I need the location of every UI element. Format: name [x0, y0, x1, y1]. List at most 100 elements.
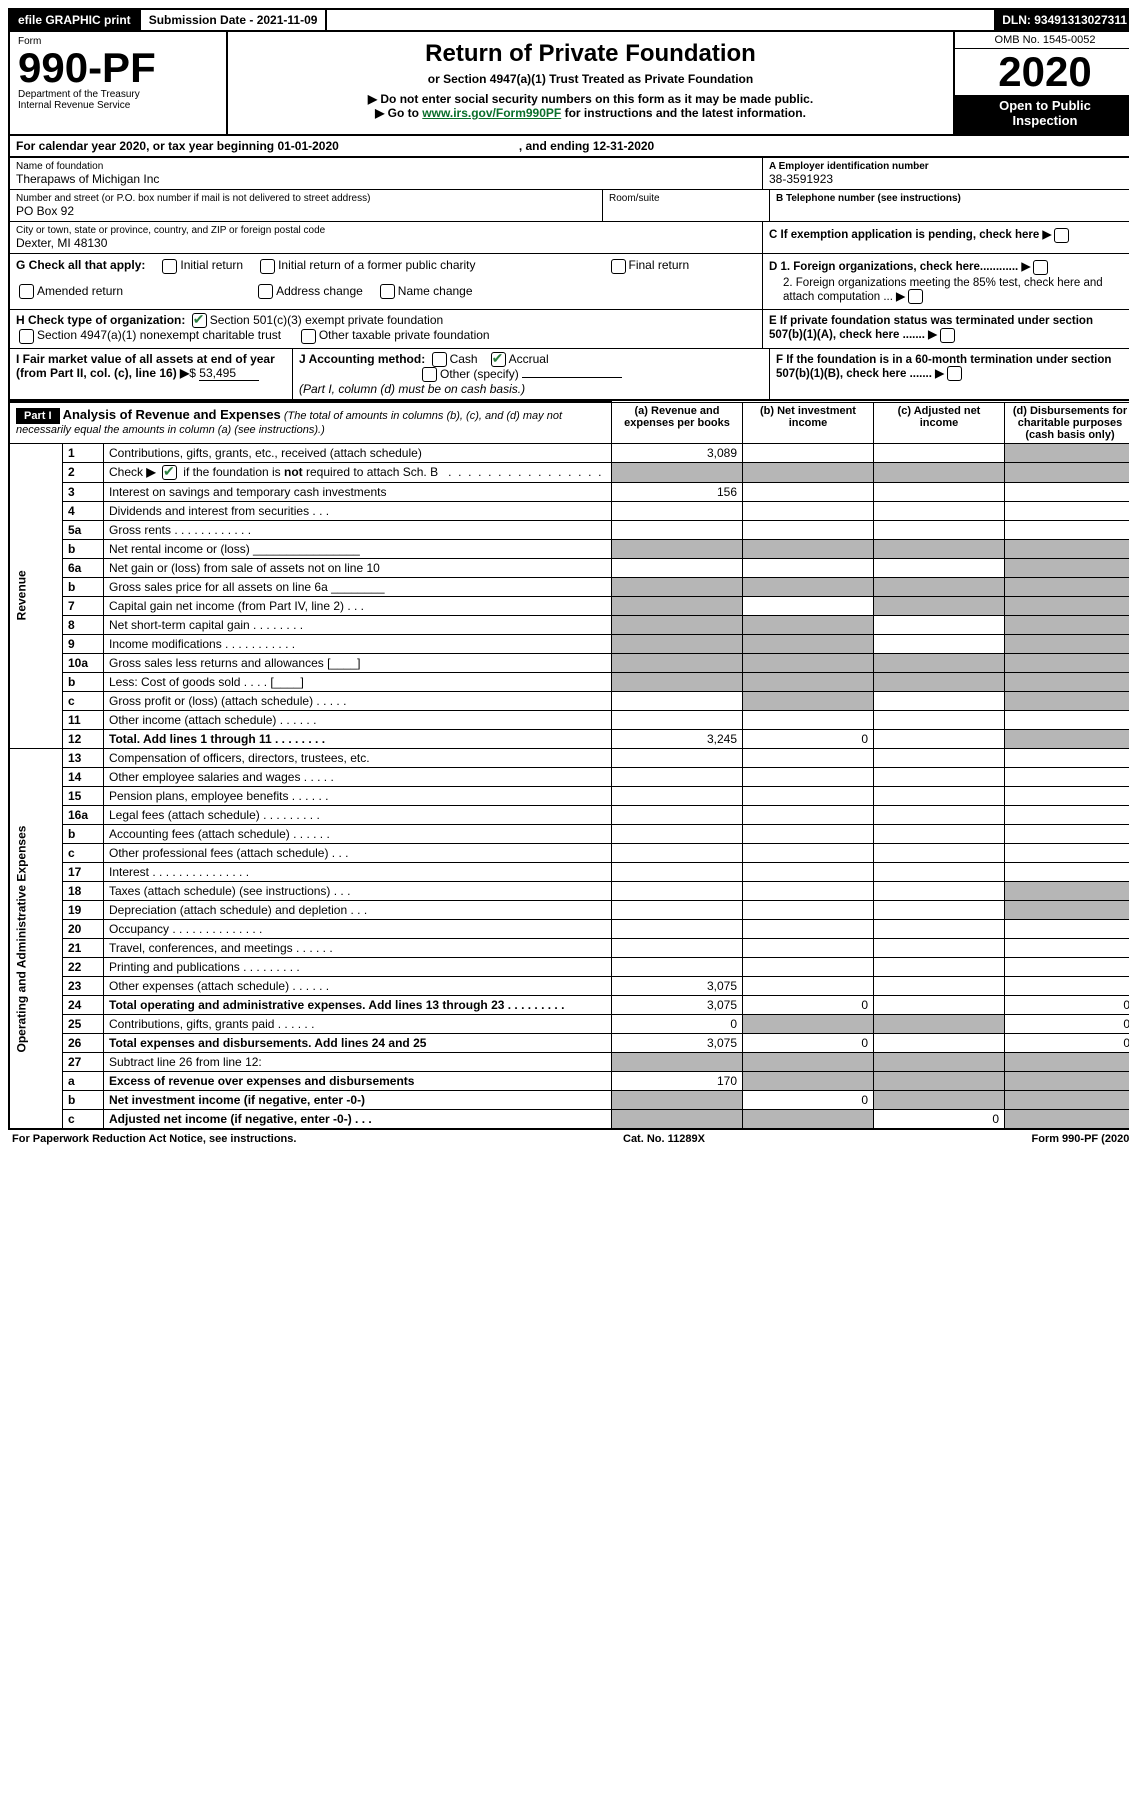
amount-cell [612, 502, 743, 521]
table-row: cOther professional fees (attach schedul… [9, 844, 1129, 863]
tax-year: 2020 [955, 49, 1129, 95]
foundation-name-cell: Name of foundation Therapaws of Michigan… [10, 158, 763, 189]
row-number: 25 [63, 1015, 104, 1034]
j-cash-checkbox[interactable] [432, 352, 447, 367]
amount-cell [1005, 1053, 1129, 1072]
amount-cell [1005, 730, 1129, 749]
j-accrual-checkbox[interactable] [491, 352, 506, 367]
part1-title: Analysis of Revenue and Expenses [63, 407, 281, 422]
g-final-return[interactable] [611, 259, 626, 274]
d1-checkbox[interactable] [1033, 260, 1048, 275]
table-row: bNet investment income (if negative, ent… [9, 1091, 1129, 1110]
dln: DLN: 93491313027311 [994, 10, 1129, 30]
note-ssn: ▶ Do not enter social security numbers o… [238, 92, 943, 106]
h-501c3-checkbox[interactable] [192, 313, 207, 328]
row-number: c [63, 844, 104, 863]
table-row: 7Capital gain net income (from Part IV, … [9, 597, 1129, 616]
table-row: bAccounting fees (attach schedule) . . .… [9, 825, 1129, 844]
row-description: Interest . . . . . . . . . . . . . . . [104, 863, 612, 882]
amount-cell [612, 1110, 743, 1130]
amount-cell [612, 863, 743, 882]
row-description: Occupancy . . . . . . . . . . . . . . [104, 920, 612, 939]
amount-cell: 0 [743, 996, 874, 1015]
table-row: cGross profit or (loss) (attach schedule… [9, 692, 1129, 711]
row-number: 13 [63, 749, 104, 768]
page-footer: For Paperwork Reduction Act Notice, see … [8, 1130, 1129, 1145]
amount-cell [1005, 692, 1129, 711]
amount-cell [1005, 540, 1129, 559]
amount-cell [612, 939, 743, 958]
amount-cell: 0 [1005, 1034, 1129, 1053]
schb-checkbox[interactable] [162, 465, 177, 480]
row-number: b [63, 1091, 104, 1110]
row-number: c [63, 1110, 104, 1130]
h-other-checkbox[interactable] [301, 329, 316, 344]
d2-checkbox[interactable] [908, 289, 923, 304]
e-checkbox[interactable] [940, 328, 955, 343]
amount-cell [874, 483, 1005, 502]
cat-no: Cat. No. 11289X [623, 1133, 705, 1145]
amount-cell [743, 958, 874, 977]
omb-number: OMB No. 1545-0052 [955, 32, 1129, 49]
c-checkbox[interactable] [1054, 228, 1069, 243]
efile-print[interactable]: efile GRAPHIC print [10, 10, 141, 30]
row-description: Net gain or (loss) from sale of assets n… [104, 559, 612, 578]
row-number: 6a [63, 559, 104, 578]
amount-cell [874, 730, 1005, 749]
amount-cell [612, 692, 743, 711]
amount-cell [874, 559, 1005, 578]
g-name-change[interactable] [380, 284, 395, 299]
amount-cell [612, 711, 743, 730]
amount-cell [612, 462, 743, 482]
amount-cell: 0 [1005, 1015, 1129, 1034]
amount-cell [1005, 654, 1129, 673]
row-description: Other expenses (attach schedule) . . . .… [104, 977, 612, 996]
amount-cell [874, 692, 1005, 711]
row-description: Gross sales less returns and allowances … [104, 654, 612, 673]
row-description: Net investment income (if negative, ente… [104, 1091, 612, 1110]
g-initial-return[interactable] [162, 259, 177, 274]
amount-cell [743, 749, 874, 768]
row-description: Contributions, gifts, grants, etc., rece… [104, 443, 612, 462]
table-row: 20Occupancy . . . . . . . . . . . . . . [9, 920, 1129, 939]
table-row: 9Income modifications . . . . . . . . . … [9, 635, 1129, 654]
row-number: 20 [63, 920, 104, 939]
amount-cell [612, 597, 743, 616]
amount-cell [1005, 825, 1129, 844]
amount-cell [1005, 1091, 1129, 1110]
row-description: Taxes (attach schedule) (see instruction… [104, 882, 612, 901]
table-row: Revenue1Contributions, gifts, grants, et… [9, 443, 1129, 462]
g-address-change[interactable] [258, 284, 273, 299]
amount-cell [612, 654, 743, 673]
table-row: 18Taxes (attach schedule) (see instructi… [9, 882, 1129, 901]
amount-cell [1005, 559, 1129, 578]
instructions-link[interactable]: www.irs.gov/Form990PF [422, 106, 561, 120]
i-section: I Fair market value of all assets at end… [10, 349, 293, 400]
amount-cell [1005, 1110, 1129, 1130]
amount-cell [612, 958, 743, 977]
amount-cell [874, 521, 1005, 540]
f-checkbox[interactable] [947, 366, 962, 381]
row-description: Net rental income or (loss) ____________… [104, 540, 612, 559]
amount-cell [1005, 597, 1129, 616]
g-section: G Check all that apply: Initial return I… [10, 254, 763, 309]
g-amended[interactable] [19, 284, 34, 299]
amount-cell [874, 616, 1005, 635]
address-cell: Number and street (or P.O. box number if… [10, 190, 603, 221]
table-row: 4Dividends and interest from securities … [9, 502, 1129, 521]
row-description: Total expenses and disbursements. Add li… [104, 1034, 612, 1053]
room-cell: Room/suite [603, 190, 770, 221]
h-4947-checkbox[interactable] [19, 329, 34, 344]
g-initial-former[interactable] [260, 259, 275, 274]
table-row: 14Other employee salaries and wages . . … [9, 768, 1129, 787]
j-other-checkbox[interactable] [422, 367, 437, 382]
paperwork-notice: For Paperwork Reduction Act Notice, see … [12, 1133, 296, 1145]
amount-cell [874, 502, 1005, 521]
row-number: 23 [63, 977, 104, 996]
row-number: b [63, 673, 104, 692]
amount-cell: 0 [1005, 996, 1129, 1015]
amount-cell [1005, 673, 1129, 692]
amount-cell [874, 787, 1005, 806]
amount-cell [874, 673, 1005, 692]
col-a-header: (a) Revenue and expenses per books [612, 402, 743, 443]
